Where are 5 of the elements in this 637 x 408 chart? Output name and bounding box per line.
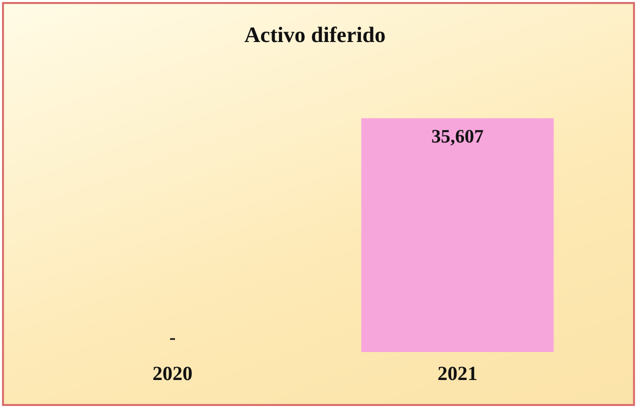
x-tick-label: 2020: [152, 363, 192, 386]
data-label: 35,607: [431, 126, 484, 148]
chart-title: Activo diferido: [244, 22, 386, 47]
data-label: -: [169, 327, 176, 348]
x-tick-label: 2021: [438, 363, 478, 386]
